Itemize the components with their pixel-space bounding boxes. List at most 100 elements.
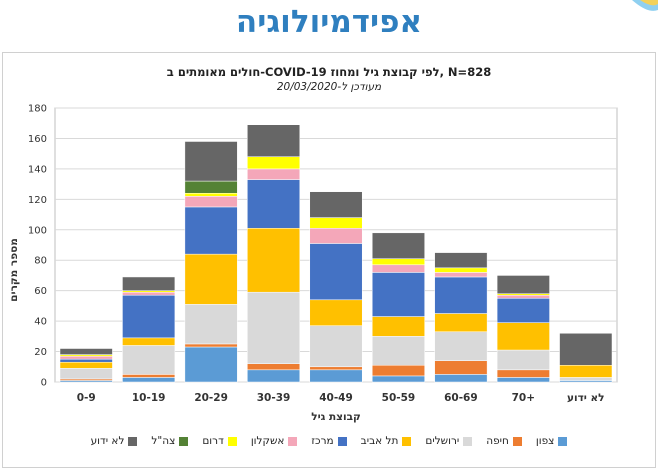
bar-segment — [184, 253, 238, 305]
legend-swatch — [463, 436, 473, 446]
bar-segment — [309, 228, 363, 244]
legend-label: ירושלים — [425, 435, 460, 447]
legend-label: לא ידוע — [90, 435, 125, 447]
x-tick-label: 40-49 — [319, 392, 353, 404]
bar-segment — [122, 377, 176, 383]
legend-item: צפון — [536, 435, 568, 447]
legend-swatch — [227, 436, 237, 446]
bar-segment — [247, 124, 301, 157]
bar-segment — [496, 369, 550, 378]
y-tick-label: 120 — [28, 195, 47, 206]
legend-swatch — [512, 436, 522, 446]
legend-label: צפון — [535, 435, 555, 447]
bar-segment — [184, 196, 238, 208]
bar-segment — [184, 304, 238, 345]
y-tick-label: 160 — [28, 134, 47, 145]
legend-swatch — [128, 436, 138, 446]
slide-title: אפידמיולוגיה — [235, 4, 423, 40]
bar-segment — [434, 267, 488, 273]
bar-segment — [434, 276, 488, 314]
legend-swatch — [402, 436, 412, 446]
bar-segment — [247, 168, 301, 180]
x-tick-label: לא ידוע — [567, 392, 605, 404]
bar-segment — [434, 252, 488, 269]
x-tick-label: 0-9 — [77, 392, 96, 404]
bar-segment — [184, 346, 238, 383]
bar-segment — [59, 355, 113, 360]
bar-segment — [496, 298, 550, 323]
bar-segment — [434, 272, 488, 278]
bar-segment — [371, 258, 425, 266]
bar-segment — [122, 337, 176, 346]
bar-segment — [496, 377, 550, 383]
bar-segment — [496, 322, 550, 351]
legend-item: ירושלים — [425, 435, 473, 447]
bar-segment — [122, 291, 176, 296]
bar-segment — [434, 360, 488, 375]
bar-segment — [247, 228, 301, 293]
legend-swatch — [288, 436, 298, 446]
bar-segment — [309, 243, 363, 301]
bar-segment — [371, 316, 425, 337]
bar-segment — [247, 369, 301, 383]
y-tick-label: 20 — [34, 347, 47, 358]
y-tick-label: 0 — [41, 378, 47, 389]
legend-item: דרום — [202, 435, 237, 447]
bar-segment — [559, 377, 613, 381]
bar-segment — [559, 333, 613, 366]
legend-label: מרכז — [311, 435, 334, 447]
bar-segment — [434, 313, 488, 333]
legend-label: צה"ל — [151, 435, 176, 447]
bar-segment — [184, 180, 238, 194]
bar-segment — [184, 141, 238, 182]
bar-segment — [247, 291, 301, 364]
x-axis-label: קבוצת גיל — [311, 411, 361, 423]
bar-segment — [371, 264, 425, 273]
y-tick-label: 140 — [28, 164, 47, 175]
legend-label: חיפה — [486, 435, 509, 447]
bar-segment — [559, 365, 613, 378]
bar-segment — [59, 358, 113, 363]
bar-segment — [122, 345, 176, 375]
legend-item: לא ידוע — [91, 435, 138, 447]
bar-segment — [59, 361, 113, 369]
bar-segment — [309, 191, 363, 218]
bar-segment — [247, 363, 301, 371]
bar-segment — [59, 368, 113, 380]
bar-segment — [309, 217, 363, 229]
y-tick-label: 80 — [34, 256, 47, 267]
x-tick-label: 30-39 — [257, 392, 291, 404]
bar-segment — [371, 336, 425, 366]
bar-segment — [371, 375, 425, 383]
x-tick-label: 10-19 — [132, 392, 166, 404]
bar-segment — [122, 294, 176, 339]
bar-segment — [122, 276, 176, 291]
bar-segment — [496, 349, 550, 371]
legend-label: אשקלון — [250, 435, 285, 447]
legend-swatch — [558, 436, 568, 446]
chart-plot: 0 20 40 60 80 100 120 140 160 180 0-9 10-19 20-29 30-… — [8, 104, 618, 423]
chart-frame: חולים מאומתים ב-COVID-19 לפי קבוצת גיל ו… — [2, 52, 656, 468]
bar-segment — [496, 275, 550, 294]
bar-segment — [309, 299, 363, 326]
legend-item: תל אביב — [361, 435, 412, 447]
bar-segment — [434, 331, 488, 361]
legend-item: מרכז — [311, 435, 347, 447]
legend-swatch — [179, 436, 189, 446]
bar-segment — [247, 156, 301, 170]
bar-segment — [496, 294, 550, 299]
legend-item: חיפה — [486, 435, 522, 447]
bar-segment — [371, 232, 425, 259]
y-tick-label: 100 — [28, 225, 47, 236]
y-tick-label: 180 — [28, 104, 47, 115]
y-tick-label: 40 — [34, 317, 47, 328]
y-axis-label: מספר מקרים — [8, 238, 20, 302]
x-tick-label: 60-69 — [444, 392, 478, 404]
chart-legend: צפון חיפה ירושלים תל אביב מרכז אשקלון דרום צה"ל… — [3, 435, 655, 447]
chart-title: חולים מאומתים ב-COVID-19 לפי קבוצת גיל ו… — [166, 65, 492, 79]
legend-swatch — [337, 436, 347, 446]
bar-segment — [184, 206, 238, 255]
legend-label: תל אביב — [360, 435, 399, 447]
bar-segment — [247, 179, 301, 229]
x-tick-label: 20-29 — [194, 392, 228, 404]
